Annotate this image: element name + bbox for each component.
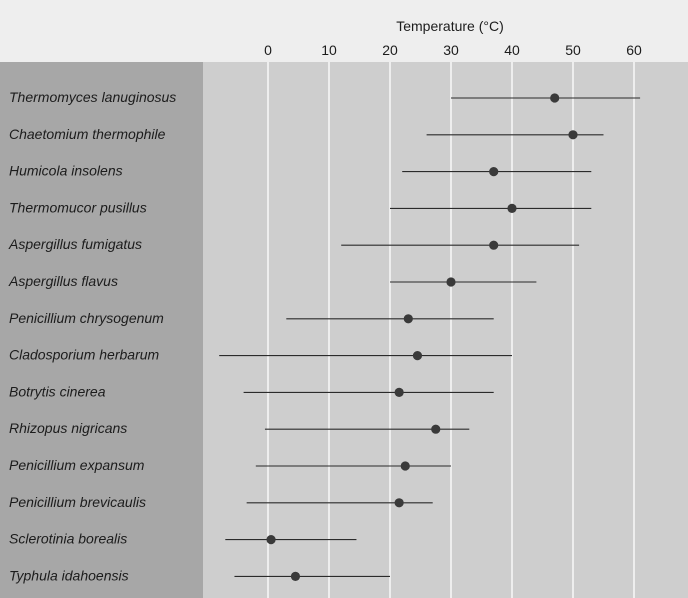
species-row: Humicola insolens — [9, 163, 592, 179]
optimum-point — [507, 203, 517, 213]
species-row: Sclerotinia borealis — [9, 531, 357, 547]
species-row: Thermomyces lanuginosus — [9, 89, 641, 105]
species-row: Botrytis cinerea — [9, 383, 494, 399]
species-label: Rhizopus nigricans — [9, 420, 127, 436]
x-tick-label: 10 — [321, 42, 337, 58]
species-label: Chaetomium thermophile — [9, 126, 166, 142]
optimum-point — [394, 387, 404, 397]
optimum-point — [431, 424, 441, 434]
x-axis-title: Temperature (°C) — [396, 18, 504, 34]
optimum-point — [446, 277, 456, 287]
species-row: Rhizopus nigricans — [9, 420, 470, 436]
species-label: Thermomyces lanuginosus — [9, 89, 176, 105]
species-label: Aspergillus flavus — [8, 273, 118, 289]
species-label: Typhula idahoensis — [9, 567, 129, 583]
optimum-point — [400, 461, 410, 471]
x-tick-label: 30 — [443, 42, 459, 58]
optimum-point — [266, 535, 276, 545]
species-rows: Thermomyces lanuginosus Chaetomium thermo… — [8, 89, 641, 583]
optimum-point — [394, 498, 404, 508]
gridlines — [267, 62, 635, 598]
species-label: Penicillium expansum — [9, 457, 145, 473]
optimum-point — [489, 167, 499, 177]
species-label: Aspergillus fumigatus — [8, 236, 142, 252]
species-row: Penicillium brevicaulis — [9, 494, 433, 510]
plot-area — [203, 62, 688, 598]
species-label: Botrytis cinerea — [9, 383, 106, 399]
species-row: Aspergillus fumigatus — [8, 236, 580, 252]
optimum-point — [290, 571, 301, 582]
species-row: Cladosporium herbarum — [9, 347, 512, 363]
species-label: Humicola insolens — [9, 163, 123, 179]
optimum-point — [489, 240, 499, 250]
species-row: Thermomucor pusillus — [9, 199, 592, 215]
x-tick-label: 50 — [565, 42, 581, 58]
species-label: Penicillium brevicaulis — [9, 494, 146, 510]
optimum-point — [412, 351, 423, 361]
species-label: Penicillium chrysogenum — [9, 310, 164, 326]
species-row: Typhula idahoensis — [9, 567, 390, 583]
species-row: Penicillium expansum — [9, 457, 451, 473]
header-band — [0, 0, 688, 62]
optimum-point — [568, 130, 578, 140]
optimum-point — [550, 93, 560, 103]
x-tick-label: 60 — [626, 42, 642, 58]
species-label: Thermomucor pusillus — [9, 199, 147, 215]
species-label: Cladosporium herbarum — [9, 347, 160, 363]
species-row: Chaetomium thermophile — [9, 126, 604, 142]
species-label: Sclerotinia borealis — [9, 531, 127, 547]
x-tick-label: 40 — [504, 42, 520, 58]
optimum-point — [403, 314, 413, 324]
x-tick-labels: 0 10 20 30 40 50 60 — [264, 42, 642, 58]
species-row: Aspergillus flavus — [8, 273, 537, 289]
label-band — [0, 62, 203, 598]
species-row: Penicillium chrysogenum — [9, 310, 494, 326]
x-tick-label: 0 — [264, 42, 272, 58]
x-tick-label: 20 — [382, 42, 398, 58]
